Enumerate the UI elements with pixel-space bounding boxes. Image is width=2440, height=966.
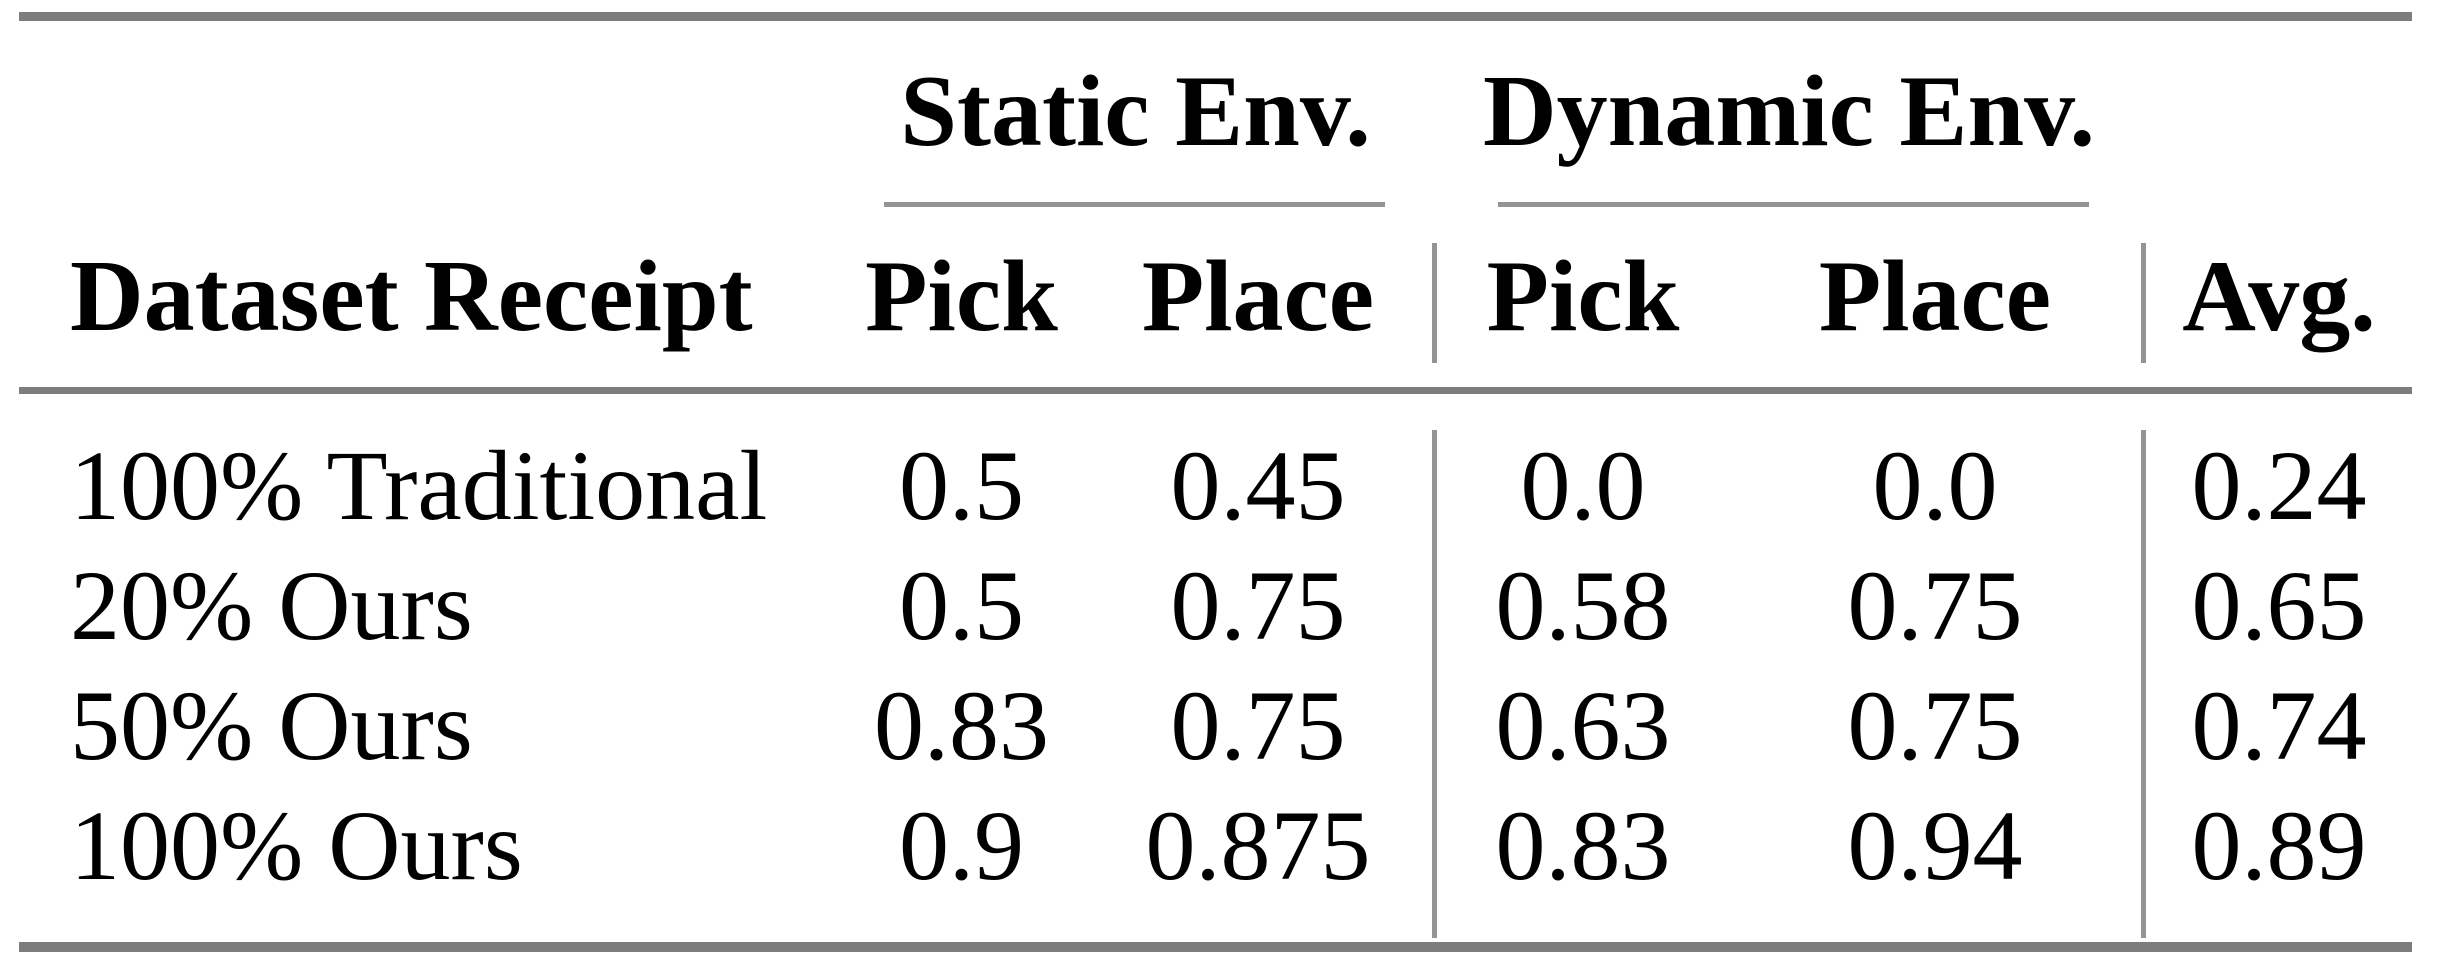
vertical-separator-2-body: [2141, 430, 2146, 938]
table: Static Env. Dynamic Env. Dataset Receipt…: [19, 0, 2412, 966]
group-header-dynamic-label: Dynamic Env.: [1482, 54, 2096, 168]
value-cell-avg: 0.24: [2191, 429, 2367, 541]
top-rule: [19, 12, 2412, 21]
column-header-avg: Avg.: [2182, 240, 2376, 354]
group-header-dynamic: Dynamic Env.: [1437, 21, 2141, 202]
vertical-separator-2-header: [2141, 243, 2146, 363]
value-cell-dynamic-pick: 0.58: [1495, 549, 1671, 661]
value-cell-avg: 0.65: [2191, 549, 2367, 661]
value-cell-dynamic-place: 0.94: [1847, 789, 2023, 901]
column-header-dataset: Dataset Receipt: [70, 240, 753, 354]
value-cell-static-place: 0.875: [1145, 789, 1371, 901]
row-label: 100% Ours: [70, 789, 523, 901]
value-cell-static-pick: 0.5: [899, 549, 1024, 661]
cmidrule-dynamic: [1498, 202, 2089, 207]
column-header-row: Dataset Receipt Pick Place Pick Place Av…: [19, 207, 2412, 387]
table-row: 50% Ours 0.83 0.75 0.63 0.75 0.74: [19, 665, 2412, 785]
cmidrule-static: [884, 202, 1385, 207]
value-cell-dynamic-place: 0.75: [1847, 669, 2023, 781]
column-header-static-place: Place: [1141, 240, 1375, 354]
value-cell-static-place: 0.75: [1170, 669, 1346, 781]
value-cell-dynamic-pick: 0.83: [1495, 789, 1671, 901]
header-body-rule: [19, 387, 2412, 394]
column-header-static-pick: Pick: [865, 240, 1058, 354]
value-cell-static-pick: 0.9: [899, 789, 1024, 901]
value-cell-dynamic-place: 0.0: [1872, 429, 1998, 541]
value-cell-dynamic-pick: 0.0: [1520, 429, 1646, 541]
group-header-static-label: Static Env.: [900, 54, 1371, 168]
column-header-dynamic-pick: Pick: [1486, 240, 1680, 354]
table-row: 100% Traditional 0.5 0.45 0.0 0.0 0.24: [19, 425, 2412, 545]
table-row: 20% Ours 0.5 0.75 0.58 0.75 0.65: [19, 545, 2412, 665]
table-row: 100% Ours 0.9 0.875 0.83 0.94 0.89: [19, 785, 2412, 905]
row-label: 50% Ours: [70, 669, 473, 781]
value-cell-static-place: 0.75: [1170, 549, 1346, 661]
vertical-separator-1-body: [1432, 430, 1437, 938]
value-cell-dynamic-pick: 0.63: [1495, 669, 1671, 781]
value-cell-static-pick: 0.83: [874, 669, 1049, 781]
group-header-row: Static Env. Dynamic Env.: [19, 21, 2412, 202]
row-label: 100% Traditional: [70, 429, 768, 541]
value-cell-avg: 0.89: [2191, 789, 2367, 901]
value-cell-static-pick: 0.5: [899, 429, 1024, 541]
value-cell-static-place: 0.45: [1170, 429, 1346, 541]
row-label: 20% Ours: [70, 549, 473, 661]
vertical-separator-1-header: [1432, 243, 1437, 363]
group-header-static: Static Env.: [839, 21, 1432, 202]
bottom-rule: [19, 942, 2412, 952]
column-header-dynamic-place: Place: [1818, 240, 2052, 354]
value-cell-dynamic-place: 0.75: [1847, 549, 2023, 661]
value-cell-avg: 0.74: [2191, 669, 2367, 781]
